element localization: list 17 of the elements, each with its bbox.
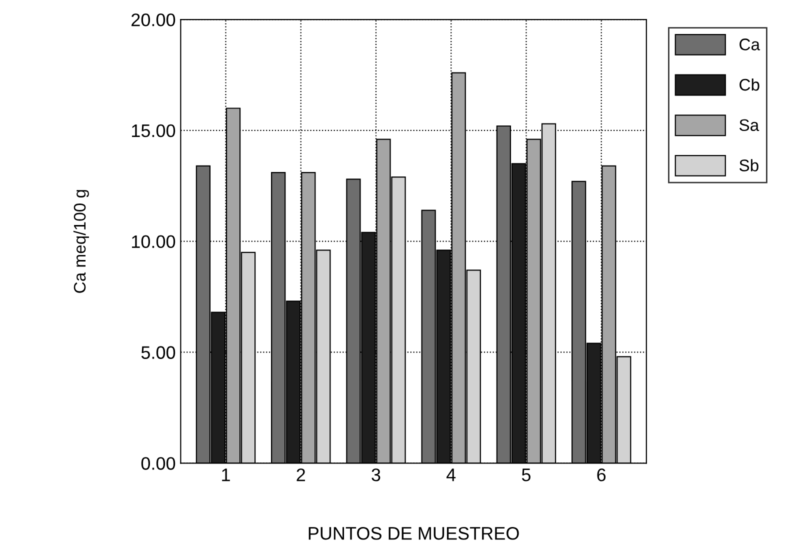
x-tick-label: 5 — [522, 468, 530, 482]
legend-label: Ca — [740, 38, 760, 50]
legend-label: Sa — [739, 119, 760, 132]
y-tick-label: 5.00 — [141, 346, 176, 359]
y-tick-label: 0.00 — [141, 457, 176, 470]
legend-label: Cb — [740, 78, 760, 91]
x-axis-title: PUNTOS DE MUESTREO — [308, 526, 519, 540]
y-tick-label: 15.00 — [132, 124, 176, 138]
y-tick-label: 10.00 — [132, 235, 176, 248]
y-tick-label: 20.00 — [132, 13, 176, 26]
x-tick-label: 2 — [296, 468, 305, 482]
legend-label: Sb — [739, 159, 758, 172]
x-tick-label: 1 — [222, 468, 230, 482]
y-axis-title: Ca meq/100 g — [73, 190, 89, 293]
x-tick-label: 4 — [446, 468, 456, 482]
x-tick-label: 3 — [372, 468, 380, 482]
x-tick-label: 6 — [597, 468, 606, 482]
